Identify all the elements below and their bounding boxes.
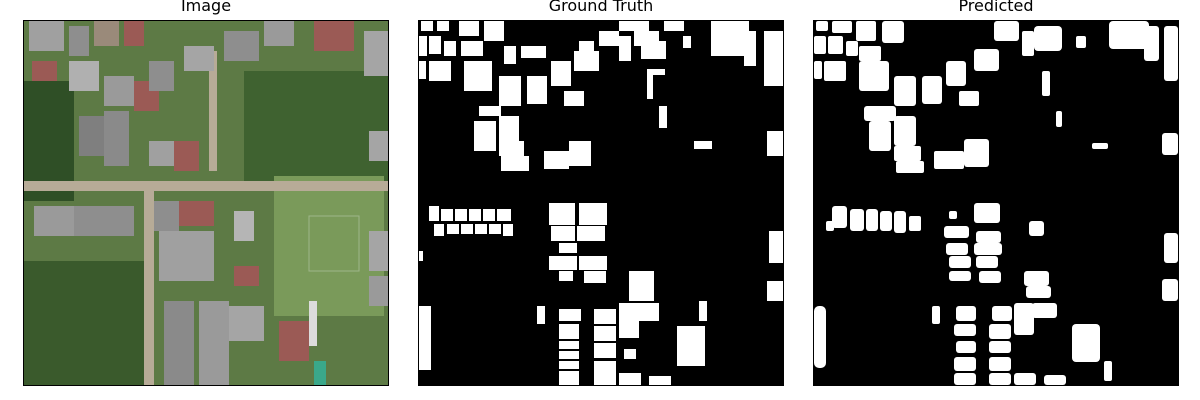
predicted-mask [813,20,1179,386]
panel-title-ground-truth: Ground Truth [548,0,654,15]
panel-title-image: Image [180,0,232,15]
ground-truth-mask [418,20,784,386]
panel-title-predicted: Predicted [958,0,1034,15]
panel-predicted: Predicted [813,0,1179,400]
panel-image: Image [23,0,389,400]
panel-ground-truth: Ground Truth [418,0,784,400]
aerial-image [23,20,389,386]
